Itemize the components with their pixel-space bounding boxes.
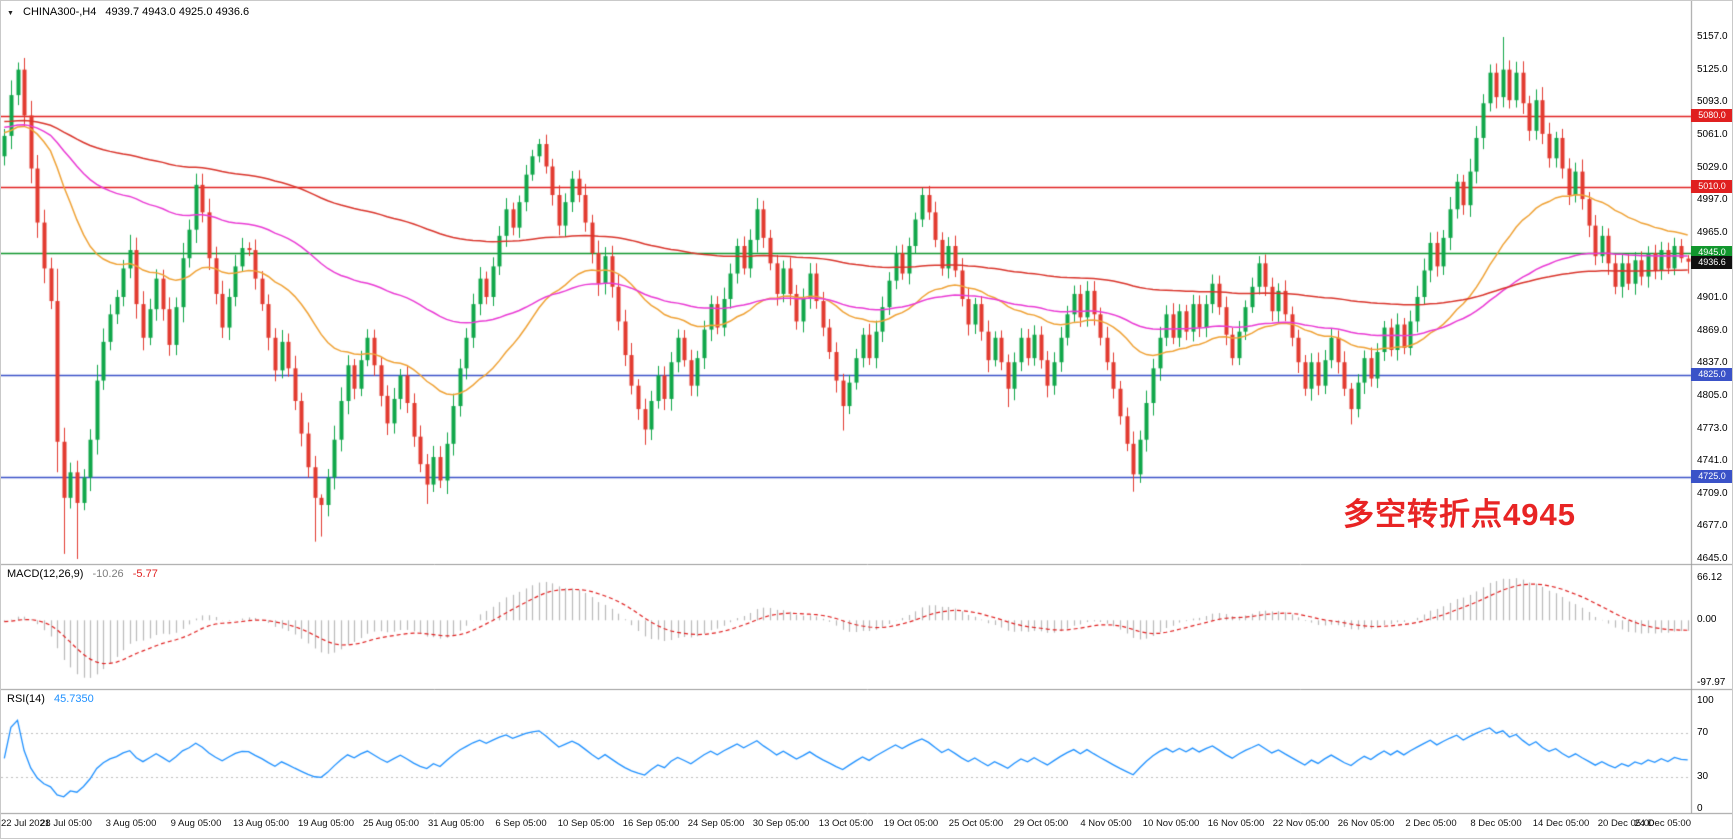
date-tick-label: 10 Nov 05:00 [1142, 818, 1200, 829]
scale-tick-label: 4869.0 [1697, 324, 1728, 336]
date-tick-label: 24 Sep 05:00 [687, 818, 745, 829]
hline-price-tag: 5010.0 [1691, 179, 1732, 193]
date-tick-label: 25 Aug 05:00 [363, 818, 419, 829]
date-tick-label: 24 Dec 05:00 [1634, 818, 1691, 829]
macd-name: MACD(12,26,9) [7, 568, 84, 580]
date-tick-label: 2 Dec 05:00 [1405, 818, 1457, 829]
scale-tick-label: 5125.0 [1697, 63, 1728, 75]
date-tick-label: 10 Sep 05:00 [557, 818, 615, 829]
date-tick-label: 3 Aug 05:00 [105, 818, 157, 829]
date-tick-label: 25 Oct 05:00 [948, 818, 1004, 829]
scale-tick-label: 4741.0 [1697, 455, 1728, 467]
ohlc-toggle-icon[interactable]: ▼ [7, 10, 14, 17]
scale-tick-label: 5157.0 [1697, 31, 1728, 42]
date-tick-label: 6 Sep 05:00 [495, 818, 547, 829]
hline-price-tag: 4825.0 [1691, 368, 1732, 382]
scale-tick-label: 4709.0 [1697, 487, 1728, 499]
scale-tick-label: 66.12 [1697, 572, 1723, 583]
macd-main-value: -10.26 [92, 568, 124, 580]
scale-tick-label: 4677.0 [1697, 520, 1728, 532]
scale-tick-label: 4773.0 [1697, 422, 1728, 434]
scale-tick-label: 4645.0 [1697, 553, 1728, 564]
scale-tick-label: 5029.0 [1697, 161, 1728, 173]
time-scale[interactable]: 22 Jul 2021 28 Jul 05:00 3 Aug 05:00 9 Aug … [1, 816, 1691, 838]
macd-indicator-label: MACD(12,26,9) -10.26 -5.77 [7, 568, 164, 580]
date-tick-label: 22 Nov 05:00 [1272, 818, 1330, 829]
scale-tick-label: 4997.0 [1697, 194, 1728, 206]
date-tick-label: 13 Oct 05:00 [818, 818, 874, 829]
rsi-indicator-label: RSI(14) 45.7350 [7, 693, 100, 705]
date-tick-label: 9 Aug 05:00 [170, 818, 222, 829]
hline-price-tag: 5080.0 [1691, 108, 1732, 122]
hline-price-tag: 4725.0 [1691, 470, 1732, 484]
date-tick-label: 22 Jul 2021 [1, 818, 51, 829]
scale-tick-label: 70 [1697, 727, 1709, 739]
macd-signal-value: -5.77 [132, 568, 158, 580]
scale-tick-label: 100 [1697, 695, 1714, 706]
date-tick-label: 20 Dec 05:00 [1597, 818, 1655, 829]
scale-tick-label: 4837.0 [1697, 357, 1728, 369]
scale-tick-label: 4901.0 [1697, 292, 1728, 303]
price-scale[interactable]: 5157.0 5125.0 5093.0 5061.0 5029.0 4997.0 4965… [1691, 1, 1732, 814]
date-tick-label: 29 Oct 05:00 [1013, 818, 1069, 829]
date-tick-label: 4 Nov 05:00 [1080, 818, 1132, 829]
symbol-period-label: CHINA300-,H4 [23, 6, 97, 18]
date-tick-label: 26 Nov 05:00 [1337, 818, 1395, 829]
current-price-tag: 4936.6 [1691, 255, 1732, 269]
annotation-text[interactable]: 多空转折点4945 [1343, 497, 1576, 532]
scale-tick-label: 5093.0 [1697, 96, 1728, 108]
rsi-value: 45.7350 [53, 693, 94, 705]
date-tick-label: 13 Aug 05:00 [233, 818, 289, 829]
date-tick-label: 31 Aug 05:00 [428, 818, 484, 829]
date-tick-label: 28 Jul 05:00 [40, 818, 92, 829]
date-tick-label: 30 Sep 05:00 [752, 818, 810, 829]
ohlc-readout: 4939.7 4943.0 4925.0 4936.6 [105, 6, 250, 18]
date-tick-label: 16 Nov 05:00 [1207, 818, 1265, 829]
scale-tick-label: 5061.0 [1697, 128, 1728, 140]
scale-tick-label: 4965.0 [1697, 226, 1728, 238]
date-tick-label: 19 Aug 05:00 [298, 818, 354, 829]
date-tick-label: 8 Dec 05:00 [1470, 818, 1522, 829]
chart-title-bar: ▼ CHINA300-,H4 4939.7 4943.0 4925.0 4936… [7, 6, 255, 18]
rsi-name: RSI(14) [7, 693, 45, 705]
scale-tick-label: 0 [1697, 803, 1703, 814]
scale-tick-label: 30 [1697, 770, 1709, 782]
date-tick-label: 19 Oct 05:00 [883, 818, 939, 829]
scale-tick-label: 4805.0 [1697, 389, 1728, 401]
date-tick-label: 16 Sep 05:00 [622, 818, 680, 829]
date-tick-label: 14 Dec 05:00 [1532, 818, 1590, 829]
scale-tick-label: 0.00 [1697, 614, 1717, 626]
scale-tick-label: -97.97 [1697, 677, 1726, 688]
